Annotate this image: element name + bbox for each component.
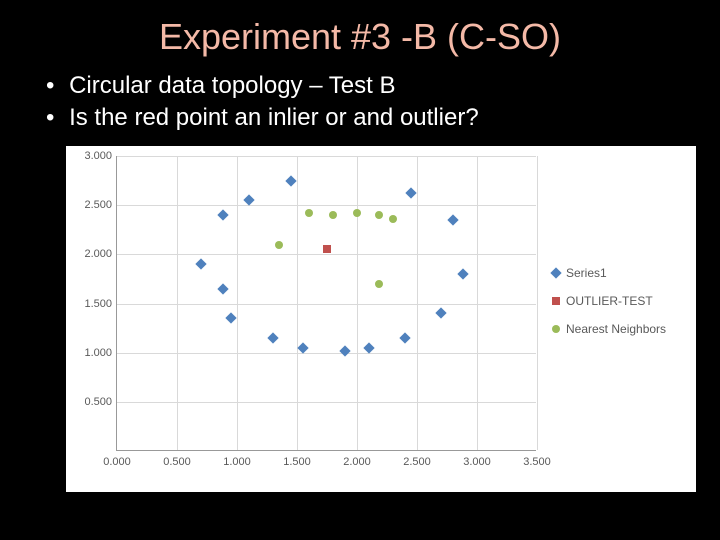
data-point [339, 345, 350, 356]
gridline-h [117, 353, 536, 354]
legend-marker-icon [550, 267, 561, 278]
data-point [457, 268, 468, 279]
x-tick-label: 2.500 [403, 456, 431, 468]
data-point [275, 241, 283, 249]
y-tick-label: 1.000 [84, 347, 112, 359]
gridline-h [117, 205, 536, 206]
x-tick-label: 0.000 [103, 456, 131, 468]
data-point [375, 211, 383, 219]
plot-area: 0.5001.0001.5002.0002.5003.0000.0000.500… [116, 156, 536, 451]
gridline-h [117, 402, 536, 403]
y-tick-label: 0.500 [84, 396, 112, 408]
gridline-v [177, 156, 178, 450]
data-point [285, 175, 296, 186]
data-point [375, 280, 383, 288]
legend-item: Series1 [552, 266, 666, 280]
gridline-h [117, 156, 536, 157]
data-point [225, 313, 236, 324]
y-tick-label: 2.500 [84, 199, 112, 211]
bullet-item: Circular data topology – Test B [46, 72, 680, 100]
chart-legend: Series1 OUTLIER-TEST Nearest Neighbors [552, 266, 666, 350]
scatter-chart: 0.500 1.000 1.500 2.000 2.500 3.000 0.000 0.500… [66, 146, 696, 492]
x-tick-label: 3.000 [463, 456, 491, 468]
data-point [217, 209, 228, 220]
gridline-v [237, 156, 238, 450]
x-tick-label: 3.500 [523, 456, 551, 468]
gridline-v [477, 156, 478, 450]
legend-label: Series1 [566, 266, 607, 280]
gridline-v [357, 156, 358, 450]
legend-marker-icon [552, 325, 560, 333]
data-point [305, 209, 313, 217]
data-point [217, 283, 228, 294]
legend-item: OUTLIER-TEST [552, 294, 666, 308]
gridline-v [417, 156, 418, 450]
x-tick-label: 2.000 [343, 456, 371, 468]
y-tick-label: 1.500 [84, 298, 112, 310]
gridline-v [297, 156, 298, 450]
gridline-h [117, 254, 536, 255]
bullet-list: Circular data topology – Test B Is the r… [46, 72, 680, 132]
data-point [399, 332, 410, 343]
data-point [447, 214, 458, 225]
y-tick-label: 2.000 [84, 248, 112, 260]
data-point [435, 308, 446, 319]
legend-item: Nearest Neighbors [552, 322, 666, 336]
data-point [267, 332, 278, 343]
x-tick-label: 1.500 [283, 456, 311, 468]
gridline-h [117, 304, 536, 305]
data-point [353, 209, 361, 217]
gridline-v [537, 156, 538, 450]
x-tick-label: 1.000 [223, 456, 251, 468]
legend-label: OUTLIER-TEST [566, 294, 653, 308]
data-point [329, 211, 337, 219]
x-tick-label: 0.500 [163, 456, 191, 468]
data-point [389, 215, 397, 223]
data-point [323, 245, 331, 253]
bullet-item: Is the red point an inlier or and outlie… [46, 104, 680, 132]
slide-container: Experiment #3 -B (C-SO) Circular data to… [0, 0, 720, 540]
data-point [195, 258, 206, 269]
legend-marker-icon [552, 297, 560, 305]
data-point [405, 188, 416, 199]
slide-title: Experiment #3 -B (C-SO) [40, 16, 680, 58]
y-tick-label: 3.000 [84, 150, 112, 162]
legend-label: Nearest Neighbors [566, 322, 666, 336]
